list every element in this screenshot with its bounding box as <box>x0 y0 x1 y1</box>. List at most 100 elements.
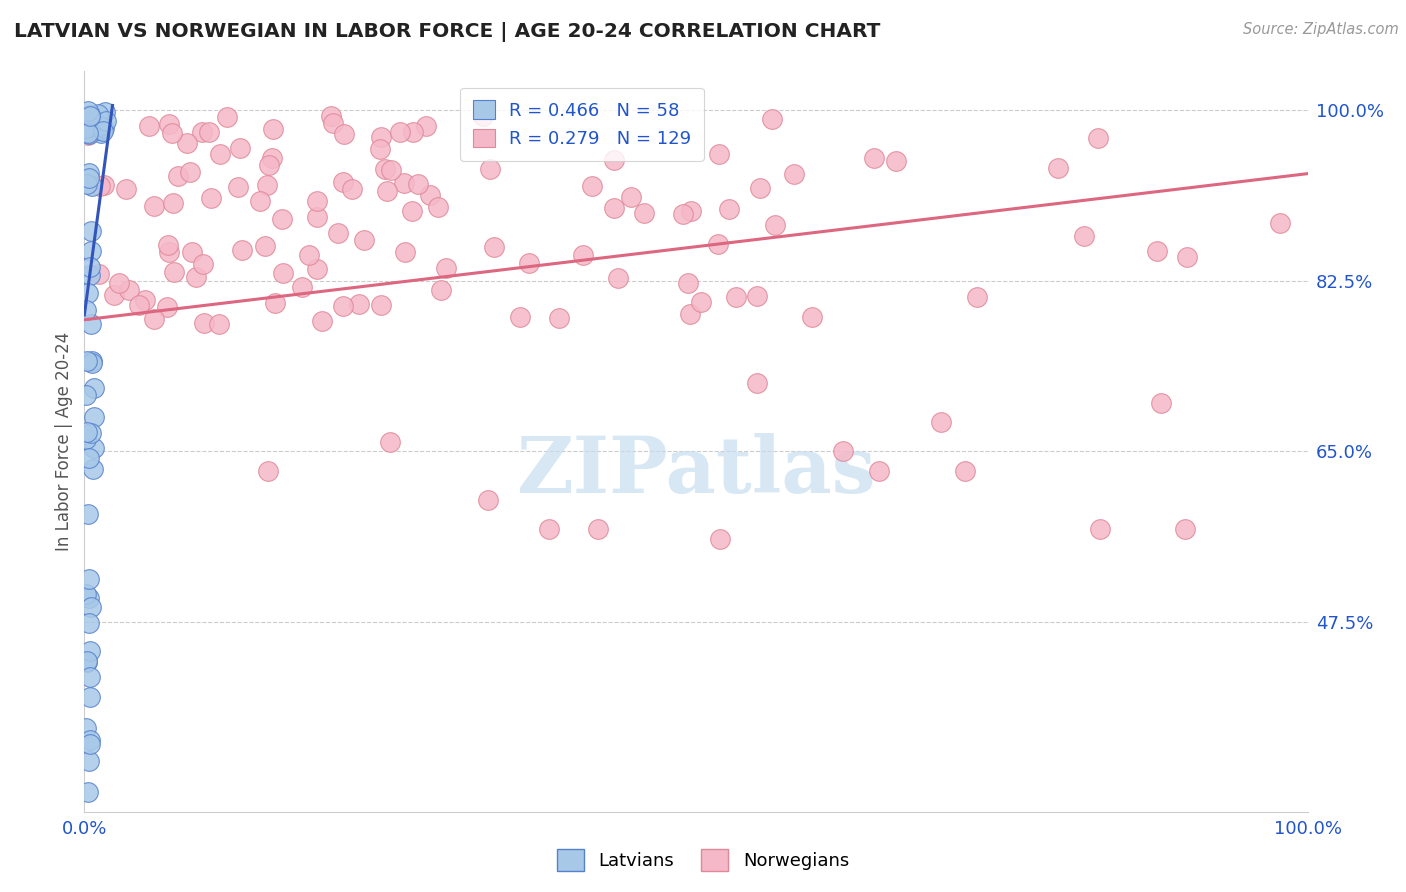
Point <box>77 591 100 606</box>
Point <box>1047 161 1070 175</box>
Point <box>368 143 391 157</box>
Point <box>402 125 425 139</box>
Point <box>215 111 238 125</box>
Point <box>193 316 215 330</box>
Point <box>77 507 100 521</box>
Point <box>419 187 441 202</box>
Point <box>1270 216 1292 230</box>
Point <box>76 721 98 735</box>
Text: LATVIAN VS NORWEGIAN IN LABOR FORCE | AGE 20-24 CORRELATION CHART: LATVIAN VS NORWEGIAN IN LABOR FORCE | AG… <box>14 22 880 42</box>
Point <box>76 118 98 132</box>
Point <box>1088 522 1111 536</box>
Point <box>180 244 202 259</box>
Point <box>79 109 101 123</box>
Point <box>477 493 499 508</box>
Text: ZIPatlas: ZIPatlas <box>516 434 876 509</box>
Point <box>79 451 101 466</box>
Point <box>198 125 221 139</box>
Point <box>484 240 506 254</box>
Point <box>75 432 97 446</box>
Point <box>87 267 110 281</box>
Point <box>709 147 731 161</box>
Point <box>200 191 222 205</box>
Point <box>377 184 399 198</box>
Point <box>77 103 100 118</box>
Point <box>94 105 117 120</box>
Point <box>929 415 952 429</box>
Point <box>77 785 100 799</box>
Point <box>747 376 769 390</box>
Point <box>77 127 100 141</box>
Point <box>107 276 129 290</box>
Point <box>1087 131 1109 145</box>
Point <box>291 279 314 293</box>
Point <box>93 121 115 136</box>
Point <box>340 182 363 196</box>
Point <box>138 119 160 133</box>
Point <box>763 218 786 232</box>
Point <box>77 126 100 140</box>
Point <box>79 670 101 684</box>
Point <box>83 409 105 424</box>
Point <box>1174 522 1197 536</box>
Point <box>262 151 284 165</box>
Point <box>311 314 333 328</box>
Point <box>748 181 770 195</box>
Point <box>76 286 98 301</box>
Point <box>633 205 655 219</box>
Point <box>176 136 198 150</box>
Point <box>678 276 700 290</box>
Point <box>586 522 609 536</box>
Point <box>671 207 693 221</box>
Point <box>156 300 179 314</box>
Point <box>90 126 112 140</box>
Point <box>353 234 375 248</box>
Point <box>79 260 101 274</box>
Point <box>79 644 101 658</box>
Point <box>389 125 412 139</box>
Point <box>79 223 101 237</box>
Point <box>471 108 494 122</box>
Point <box>166 169 188 184</box>
Point <box>226 180 249 194</box>
Text: Source: ZipAtlas.com: Source: ZipAtlas.com <box>1243 22 1399 37</box>
Point <box>77 572 100 586</box>
Point <box>75 387 97 401</box>
Point <box>191 257 214 271</box>
Point <box>157 238 180 252</box>
Point <box>77 166 100 180</box>
Point <box>307 194 329 208</box>
Point <box>94 114 117 128</box>
Point <box>82 113 104 128</box>
Point <box>80 600 103 615</box>
Point <box>134 293 156 308</box>
Point <box>257 464 280 478</box>
Point <box>332 176 354 190</box>
Point <box>603 202 626 216</box>
Point <box>75 120 97 135</box>
Point <box>262 121 284 136</box>
Point <box>231 243 253 257</box>
Point <box>76 177 98 191</box>
Point <box>430 283 453 297</box>
Point <box>80 244 103 258</box>
Point <box>256 178 278 192</box>
Point <box>322 116 344 130</box>
Point <box>415 120 437 134</box>
Point <box>724 290 747 304</box>
Point <box>538 522 561 536</box>
Point <box>75 587 97 601</box>
Point <box>79 733 101 747</box>
Point <box>517 256 540 270</box>
Point <box>82 356 104 370</box>
Point <box>953 464 976 478</box>
Point <box>761 112 783 127</box>
Point <box>305 210 328 224</box>
Point <box>79 690 101 704</box>
Point <box>394 245 416 260</box>
Point <box>80 317 103 331</box>
Point <box>370 129 392 144</box>
Point <box>478 161 501 176</box>
Point <box>307 262 329 277</box>
Point <box>374 162 396 177</box>
